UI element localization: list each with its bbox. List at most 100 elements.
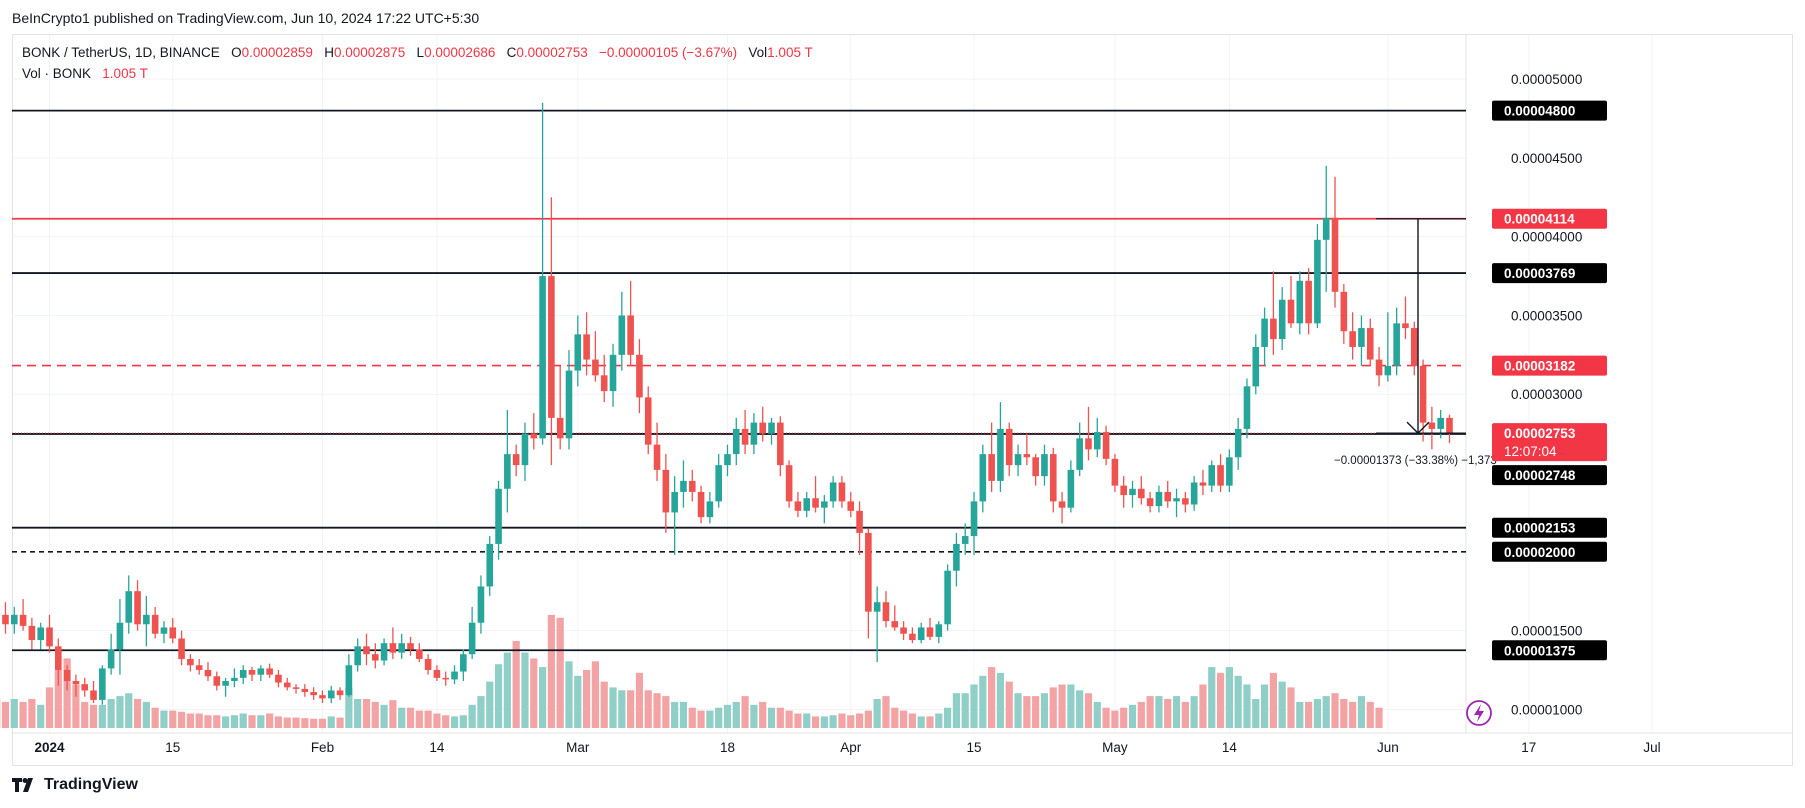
candle-body — [900, 627, 907, 634]
price-level-label-bg — [1492, 541, 1607, 562]
volume-bar — [996, 672, 1005, 728]
volume-bar — [944, 707, 952, 728]
volume-bar — [565, 661, 573, 728]
publisher-line: BeInCrypto1 published on TradingView.com… — [12, 10, 480, 26]
candle-body — [266, 668, 273, 675]
candle-body — [759, 422, 767, 434]
candle-body — [407, 643, 414, 650]
candle-body — [107, 649, 115, 669]
volume-bar — [54, 670, 62, 728]
volume-bar — [935, 713, 943, 728]
volume-bar — [415, 710, 423, 728]
volume-bar — [785, 710, 793, 728]
candle-body — [1437, 417, 1444, 429]
candle-body — [231, 677, 238, 682]
volume-bar — [583, 670, 591, 728]
volume-bar — [776, 707, 784, 728]
candle-body — [1331, 217, 1339, 292]
candle-body — [90, 690, 97, 700]
price-level-label: 0.00003182 — [1504, 359, 1575, 374]
volume-bar — [1340, 699, 1348, 728]
candle-body — [1041, 454, 1048, 477]
volume-bar — [530, 658, 538, 728]
candle-body — [961, 536, 969, 544]
candle-body — [724, 454, 731, 466]
volume-bar — [230, 715, 239, 728]
candle-body — [55, 646, 62, 670]
candle-body — [909, 633, 916, 641]
candle-body — [953, 543, 960, 571]
volume-bar — [450, 716, 459, 728]
low-label: L — [416, 45, 425, 60]
x-tick-label: 14 — [1222, 740, 1238, 755]
volume-bar — [406, 707, 415, 728]
candle-body — [970, 501, 978, 537]
volume-bar — [961, 693, 969, 728]
volume-bar — [1058, 684, 1066, 728]
candle-body — [697, 491, 705, 518]
countdown-label: 12:07:04 — [1504, 444, 1557, 459]
candle-body — [222, 681, 229, 686]
candle-body — [1102, 432, 1110, 459]
volume-bar — [899, 710, 908, 728]
volume-bar — [794, 713, 802, 728]
volume-bar — [107, 699, 115, 728]
symbol-title[interactable]: BONK / TetherUS, 1D, BINANCE — [22, 45, 220, 60]
candle-body — [19, 614, 27, 626]
candle-body — [618, 315, 626, 355]
volume-bar — [706, 710, 714, 728]
x-tick-label: 15 — [165, 740, 180, 755]
close-value: 0.00002753 — [516, 45, 588, 60]
candle-body — [1243, 386, 1251, 429]
tradingview-logo[interactable]: TradingView — [12, 776, 138, 794]
volume-indicator-label[interactable]: Vol · BONK — [22, 66, 92, 81]
y-tick-label: 0.00003500 — [1511, 308, 1582, 323]
volume-bar — [820, 716, 828, 728]
candle-body — [627, 315, 634, 355]
volume-bar — [442, 715, 450, 728]
candle-body — [636, 354, 643, 398]
volume-bar — [239, 713, 247, 728]
candle-body — [10, 614, 18, 625]
volume-bar — [318, 718, 327, 728]
volume-bar — [627, 690, 635, 728]
candle-body — [1419, 365, 1427, 423]
candle-body — [644, 397, 652, 445]
candle-body — [1023, 454, 1031, 458]
candle-body — [1111, 458, 1119, 486]
candle-body — [1340, 291, 1348, 332]
volume-bar — [556, 617, 564, 728]
price-level-label-bg — [1492, 640, 1607, 661]
y-tick-label: 0.00001000 — [1511, 702, 1582, 717]
chart-frame — [12, 34, 1793, 766]
volume-bar — [635, 672, 644, 728]
volume-bar — [1155, 696, 1163, 728]
x-tick-label: 17 — [1521, 740, 1536, 755]
volume-bar — [653, 693, 661, 728]
price-level-label: 0.00004800 — [1504, 104, 1575, 119]
candle-body — [1384, 365, 1392, 376]
candle-body — [935, 624, 943, 637]
volume-bar — [1128, 704, 1137, 728]
volume-bar — [1190, 696, 1198, 728]
volume-bar — [1269, 672, 1277, 728]
candle-body — [1182, 498, 1189, 505]
candle-body — [812, 498, 819, 508]
price-level-label-bg — [1492, 100, 1607, 121]
candle-body — [37, 627, 44, 641]
candle-body — [2, 614, 9, 625]
low-value: 0.00002686 — [424, 45, 496, 60]
candle-body — [424, 658, 432, 670]
volume-bar — [221, 716, 230, 728]
candle-body — [1217, 465, 1224, 486]
volume-bar — [1322, 696, 1330, 728]
candle-body — [662, 469, 670, 513]
candle-body — [239, 669, 247, 678]
high-label: H — [324, 45, 334, 60]
candle-body — [1366, 328, 1374, 360]
volume-bar — [1093, 701, 1101, 728]
volume-bar — [838, 713, 846, 728]
volume-bar — [609, 687, 617, 728]
candle-body — [28, 625, 36, 641]
